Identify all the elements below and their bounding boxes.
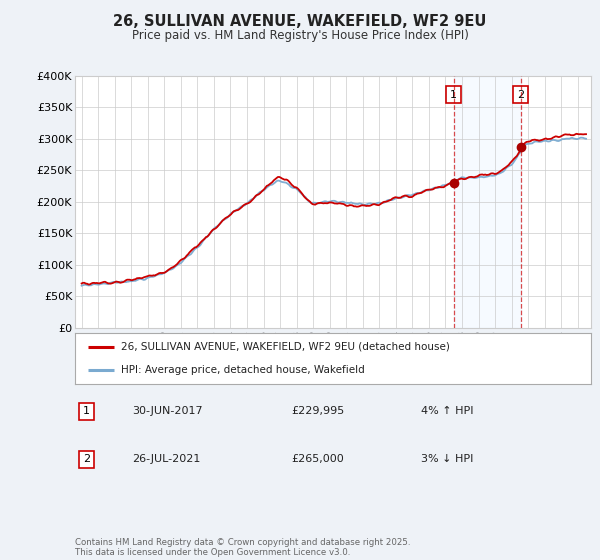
Text: £229,995: £229,995 xyxy=(292,407,345,417)
Text: 2: 2 xyxy=(83,454,90,464)
Bar xyxy=(454,76,521,328)
Text: 26-JUL-2021: 26-JUL-2021 xyxy=(132,454,200,464)
Text: 3% ↓ HPI: 3% ↓ HPI xyxy=(421,454,473,464)
Text: 30-JUN-2017: 30-JUN-2017 xyxy=(132,407,202,417)
Text: £265,000: £265,000 xyxy=(292,454,344,464)
Text: 2: 2 xyxy=(517,90,524,100)
Text: 1: 1 xyxy=(83,407,90,417)
Text: HPI: Average price, detached house, Wakefield: HPI: Average price, detached house, Wake… xyxy=(121,365,365,375)
Text: 26, SULLIVAN AVENUE, WAKEFIELD, WF2 9EU (detached house): 26, SULLIVAN AVENUE, WAKEFIELD, WF2 9EU … xyxy=(121,342,451,352)
Text: Contains HM Land Registry data © Crown copyright and database right 2025.
This d: Contains HM Land Registry data © Crown c… xyxy=(75,538,410,557)
Text: 26, SULLIVAN AVENUE, WAKEFIELD, WF2 9EU: 26, SULLIVAN AVENUE, WAKEFIELD, WF2 9EU xyxy=(113,14,487,29)
Text: Price paid vs. HM Land Registry's House Price Index (HPI): Price paid vs. HM Land Registry's House … xyxy=(131,29,469,42)
Text: 1: 1 xyxy=(450,90,457,100)
Text: 4% ↑ HPI: 4% ↑ HPI xyxy=(421,407,473,417)
